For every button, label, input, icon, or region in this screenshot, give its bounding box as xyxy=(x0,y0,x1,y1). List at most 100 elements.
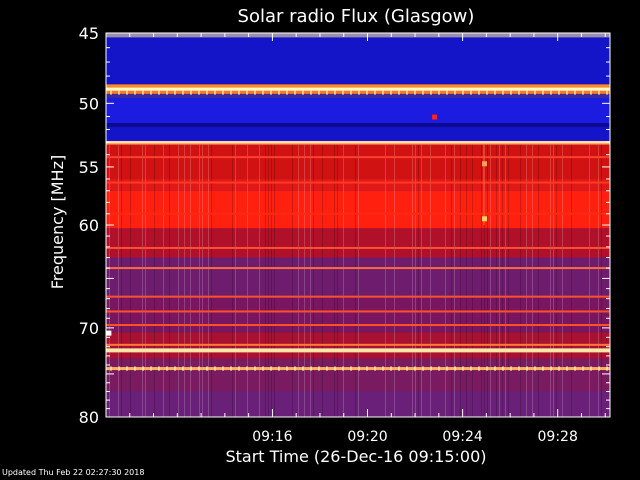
interference-dot xyxy=(566,366,568,371)
interference-dot xyxy=(246,90,248,95)
texture-stripe xyxy=(313,144,314,418)
interference-dot xyxy=(510,366,512,371)
texture-stripe xyxy=(526,144,527,418)
texture-stripe xyxy=(298,144,299,418)
interference-dot xyxy=(302,366,304,371)
texture-stripe xyxy=(454,144,455,418)
interference-dot xyxy=(150,366,152,371)
texture-stripe xyxy=(169,144,170,418)
interference-dot xyxy=(454,90,456,95)
interference-dot xyxy=(134,90,136,95)
interference-dot xyxy=(310,366,312,371)
frequency-band xyxy=(106,123,610,127)
interference-dot xyxy=(518,366,520,371)
interference-dot xyxy=(254,366,256,371)
texture-stripe xyxy=(490,144,491,418)
texture-stripe xyxy=(562,144,563,418)
interference-dot xyxy=(382,366,384,371)
texture-stripe xyxy=(235,144,236,418)
x-tick-label: 09:24 xyxy=(442,429,482,445)
interference-dot xyxy=(566,90,568,95)
interference-dot xyxy=(598,366,600,371)
texture-stripe xyxy=(184,144,185,418)
interference-dot xyxy=(206,366,208,371)
frequency-band xyxy=(106,126,610,141)
interference-dot xyxy=(214,366,216,371)
interference-dot xyxy=(118,366,120,371)
interference-dot xyxy=(550,366,552,371)
interference-dot xyxy=(342,90,344,95)
texture-stripe xyxy=(571,144,572,418)
y-tick-label: 60 xyxy=(79,216,99,235)
texture-stripe xyxy=(259,144,260,418)
emission-line xyxy=(106,295,610,298)
interference-dot xyxy=(174,90,176,95)
interference-dot xyxy=(278,90,280,95)
x-tick-label: 09:28 xyxy=(538,429,578,445)
texture-stripe xyxy=(199,144,200,418)
interference-dot xyxy=(462,366,464,371)
interference-dot xyxy=(286,366,288,371)
interference-dot xyxy=(190,366,192,371)
texture-stripe xyxy=(265,144,266,418)
frequency-band xyxy=(106,33,610,38)
interference-dot xyxy=(494,90,496,95)
interference-dot xyxy=(158,366,160,371)
texture-stripe xyxy=(208,144,209,418)
interference-dot xyxy=(478,366,480,371)
interference-dot xyxy=(246,366,248,371)
texture-stripe xyxy=(394,144,395,418)
interference-dot xyxy=(318,90,320,95)
x-tick-label: 09:16 xyxy=(252,429,292,445)
interference-dot xyxy=(526,366,528,371)
texture-stripe xyxy=(556,144,557,418)
interference-dot xyxy=(366,90,368,95)
interference-dot xyxy=(574,366,576,371)
frequency-band xyxy=(106,84,610,89)
x-axis: 09:16 09:20 09:24 09:28 xyxy=(105,33,606,445)
interference-dot xyxy=(582,90,584,95)
interference-dot xyxy=(542,366,544,371)
texture-stripe xyxy=(211,144,212,418)
y-axis-label: Frequency [MHz] xyxy=(48,155,67,289)
emission-line xyxy=(106,181,610,184)
texture-stripe xyxy=(466,144,467,418)
interference-dot xyxy=(430,366,432,371)
texture-stripe xyxy=(109,144,110,418)
emission-line xyxy=(106,348,610,353)
interference-dot xyxy=(390,366,392,371)
frequency-band xyxy=(106,93,610,98)
interference-dot xyxy=(590,90,592,95)
texture-stripe xyxy=(553,144,554,418)
interference-dot xyxy=(110,90,112,95)
interference-dot xyxy=(318,366,320,371)
interference-dot xyxy=(446,366,448,371)
texture-stripe xyxy=(496,144,497,418)
interference-dot xyxy=(206,90,208,95)
emission-line xyxy=(106,324,610,327)
interference-dot xyxy=(238,90,240,95)
y-axis: 45 50 55 60 70 80 xyxy=(79,24,610,427)
interference-dot xyxy=(182,366,184,371)
interference-dot xyxy=(230,366,232,371)
interference-dot xyxy=(406,366,408,371)
interference-dot xyxy=(198,90,200,95)
interference-dot xyxy=(414,366,416,371)
texture-stripe xyxy=(601,144,602,418)
interference-dot xyxy=(454,366,456,371)
texture-stripe xyxy=(142,144,143,418)
texture-stripe xyxy=(520,144,521,418)
interference-dot xyxy=(190,90,192,95)
interference-dot xyxy=(118,90,120,95)
texture-stripe xyxy=(415,144,416,418)
interference-dot xyxy=(286,90,288,95)
interference-dot xyxy=(174,366,176,371)
interference-dot xyxy=(542,90,544,95)
texture-stripe xyxy=(130,144,131,418)
texture-stripe xyxy=(472,144,473,418)
interference-dot xyxy=(574,90,576,95)
interference-dot xyxy=(222,90,224,95)
interference-dot xyxy=(142,90,144,95)
frequency-band xyxy=(106,391,610,417)
